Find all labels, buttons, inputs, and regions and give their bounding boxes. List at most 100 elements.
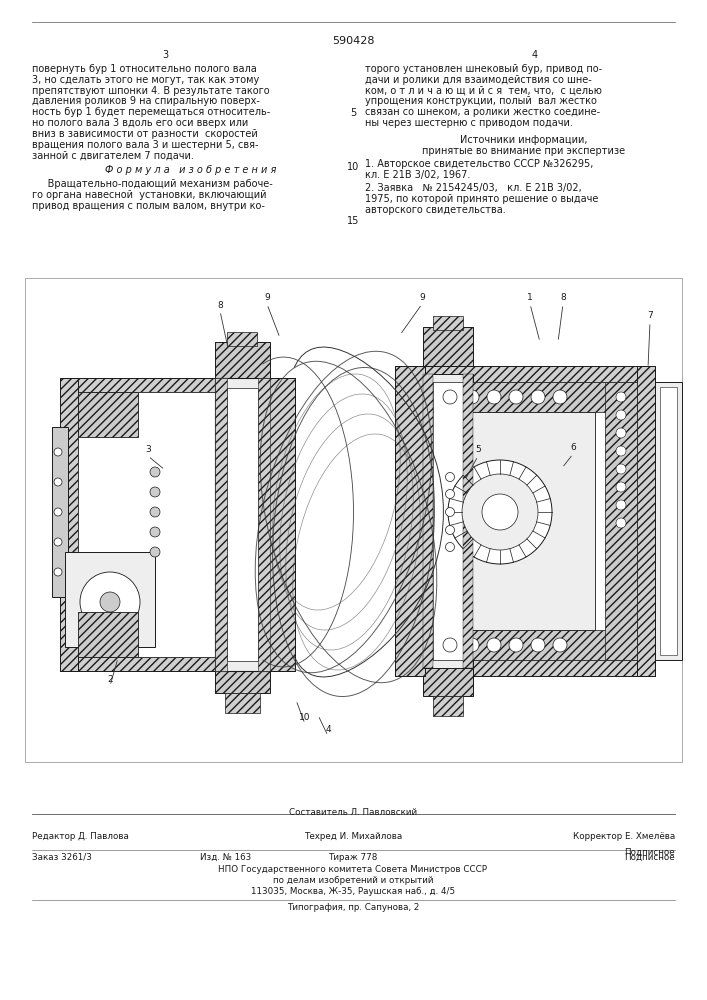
Text: Подписное: Подписное — [624, 848, 675, 857]
Text: по делам изобретений и открытий: по делам изобретений и открытий — [273, 876, 433, 885]
Text: 590428: 590428 — [332, 36, 374, 46]
Circle shape — [616, 464, 626, 474]
Text: 6: 6 — [570, 444, 576, 452]
Text: НПО Государственного комитета Совета Министров СССР: НПО Государственного комитета Совета Мин… — [218, 865, 488, 874]
Bar — [423, 374, 433, 668]
Text: 4: 4 — [532, 50, 538, 60]
Text: кл. Е 21В 3/02, 1967.: кл. Е 21В 3/02, 1967. — [365, 170, 470, 180]
Text: повернуть бур 1 относительно полого вала: повернуть бур 1 относительно полого вала — [32, 64, 257, 74]
Circle shape — [150, 547, 160, 557]
Circle shape — [443, 638, 457, 652]
Circle shape — [616, 392, 626, 402]
Text: но полого вала 3 вдоль его оси вверх или: но полого вала 3 вдоль его оси вверх или — [32, 118, 248, 128]
Circle shape — [465, 638, 479, 652]
Circle shape — [487, 638, 501, 652]
Bar — [215, 657, 270, 693]
Text: дачи и ролики для взаимодействия со шне-: дачи и ролики для взаимодействия со шне- — [365, 75, 592, 85]
Circle shape — [465, 390, 479, 404]
Text: 1: 1 — [527, 294, 533, 302]
Bar — [78, 392, 138, 437]
Bar — [215, 378, 270, 671]
Bar — [25, 278, 682, 762]
Text: 8: 8 — [560, 294, 566, 302]
Text: 3: 3 — [145, 446, 151, 454]
Text: Редактор Д. Павлова: Редактор Д. Павлова — [32, 832, 129, 841]
Circle shape — [487, 390, 501, 404]
Circle shape — [445, 526, 455, 534]
Circle shape — [445, 508, 455, 516]
Bar — [258, 378, 270, 671]
Text: 5: 5 — [350, 108, 356, 118]
Text: 1. Авторское свидетельство СССР №326295,: 1. Авторское свидетельство СССР №326295, — [365, 159, 593, 169]
Bar — [425, 630, 637, 660]
Bar — [423, 660, 473, 696]
Text: 3: 3 — [162, 50, 168, 60]
Circle shape — [531, 390, 545, 404]
Circle shape — [150, 487, 160, 497]
Text: вращения полого вала 3 и шестерни 5, свя-: вращения полого вала 3 и шестерни 5, свя… — [32, 140, 259, 150]
Text: 113035, Москва, Ж-35, Раушская наб., д. 4/5: 113035, Москва, Ж-35, Раушская наб., д. … — [251, 887, 455, 896]
Bar — [225, 693, 260, 713]
Circle shape — [54, 568, 62, 576]
Text: Типография, пр. Сапунова, 2: Типография, пр. Сапунова, 2 — [287, 903, 419, 912]
Bar — [395, 382, 637, 660]
Text: Составитель Л. Павловский: Составитель Л. Павловский — [289, 808, 417, 817]
Circle shape — [509, 390, 523, 404]
Circle shape — [448, 460, 552, 564]
Text: Изд. № 163: Изд. № 163 — [200, 853, 251, 862]
Text: 4: 4 — [325, 726, 331, 734]
Circle shape — [616, 410, 626, 420]
Text: 15: 15 — [347, 216, 359, 226]
Text: привод вращения с полым валом, внутри ко-: привод вращения с полым валом, внутри ко… — [32, 201, 265, 211]
Circle shape — [616, 518, 626, 528]
Text: вниз в зависимости от разности  скоростей: вниз в зависимости от разности скоростей — [32, 129, 258, 139]
Text: го органа навесной  установки, включающий: го органа навесной установки, включающий — [32, 190, 267, 200]
Text: занной с двигателем 7 подачи.: занной с двигателем 7 подачи. — [32, 150, 194, 160]
Bar — [433, 316, 463, 330]
Circle shape — [616, 428, 626, 438]
Bar — [605, 382, 637, 660]
Text: Источники информации,: Источники информации, — [460, 135, 588, 145]
Text: Корректор Е. Хмелёва: Корректор Е. Хмелёва — [573, 832, 675, 841]
Circle shape — [54, 508, 62, 516]
Circle shape — [54, 448, 62, 456]
Text: Заказ 3261/3: Заказ 3261/3 — [32, 853, 92, 862]
Circle shape — [150, 527, 160, 537]
Bar — [655, 382, 682, 660]
Bar — [65, 552, 155, 647]
Text: ком, о т л и ч а ю щ и й с я  тем, что,  с целью: ком, о т л и ч а ю щ и й с я тем, что, с… — [365, 86, 602, 96]
Bar — [60, 657, 295, 671]
Text: 10: 10 — [299, 714, 311, 722]
Circle shape — [443, 390, 457, 404]
Circle shape — [445, 542, 455, 552]
Circle shape — [54, 538, 62, 546]
Bar — [265, 378, 295, 671]
Bar — [423, 374, 473, 668]
Circle shape — [462, 474, 538, 550]
Text: авторского свидетельства.: авторского свидетельства. — [365, 205, 506, 215]
Circle shape — [616, 500, 626, 510]
Circle shape — [445, 489, 455, 498]
Text: 2: 2 — [107, 676, 113, 684]
Text: упрощения конструкции, полый  вал жестко: упрощения конструкции, полый вал жестко — [365, 96, 597, 106]
Bar — [637, 366, 655, 676]
Text: Подписное: Подписное — [624, 853, 675, 862]
Text: 8: 8 — [217, 300, 223, 310]
Bar — [60, 378, 295, 392]
Text: ны через шестерню с приводом подачи.: ны через шестерню с приводом подачи. — [365, 118, 573, 128]
Text: 1975, по которой принято решение о выдаче: 1975, по которой принято решение о выдач… — [365, 194, 598, 204]
Text: торого установлен шнековый бур, привод по-: торого установлен шнековый бур, привод п… — [365, 64, 602, 74]
Circle shape — [553, 638, 567, 652]
Bar — [433, 696, 463, 716]
Circle shape — [616, 482, 626, 492]
Text: 2. Заявка   № 2154245/03,   кл. Е 21В 3/02,: 2. Заявка № 2154245/03, кл. Е 21В 3/02, — [365, 183, 582, 193]
Text: препятствуют шпонки 4. В результате такого: препятствуют шпонки 4. В результате тако… — [32, 86, 269, 96]
Bar — [78, 612, 138, 657]
Text: принятые во внимание при экспертизе: принятые во внимание при экспертизе — [423, 146, 626, 156]
Text: связан со шнеком, а ролики жестко соедине-: связан со шнеком, а ролики жестко соедин… — [365, 107, 600, 117]
Circle shape — [54, 478, 62, 486]
Bar — [227, 388, 258, 661]
Circle shape — [616, 446, 626, 456]
Text: ность бур 1 будет перемещаться относитель-: ность бур 1 будет перемещаться относител… — [32, 107, 270, 117]
Circle shape — [100, 592, 120, 612]
